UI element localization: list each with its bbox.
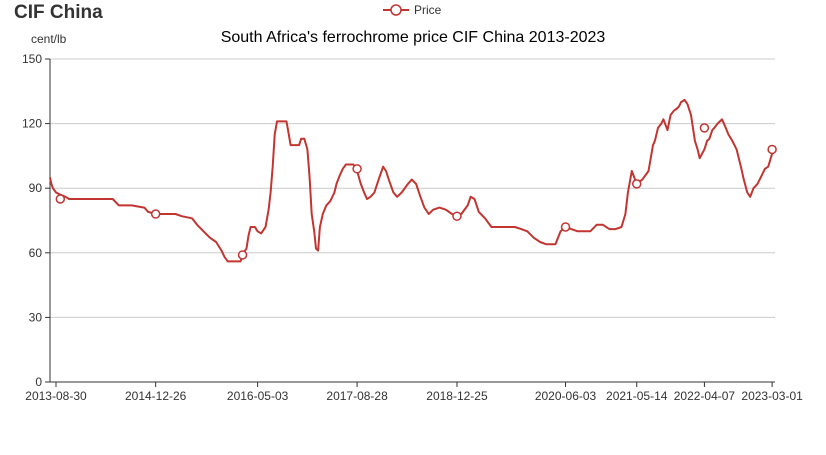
x-tick-label: 2018-12-25: [426, 389, 488, 403]
x-tick-label: 2020-06-03: [535, 389, 597, 403]
data-point-marker: [560, 222, 571, 232]
y-axis-ticks: 0 30 60 90 120 150: [22, 52, 50, 389]
legend-item-price[interactable]: Price: [383, 3, 441, 17]
y-tick-label: 120: [22, 117, 42, 131]
legend-line-marker-icon: [383, 4, 409, 16]
data-point-marker: [767, 144, 777, 155]
x-tick-label: 2017-08-28: [326, 389, 388, 403]
data-point-marker: [452, 211, 462, 221]
page-title: CIF China: [14, 2, 103, 23]
x-tick-label: 2022-04-07: [674, 389, 736, 403]
series-group: [49, 98, 777, 263]
y-tick-label: 0: [35, 375, 42, 389]
y-tick-label: 30: [29, 310, 43, 324]
legend-label: Price: [414, 3, 442, 17]
y-axis-unit-label: cent/lb: [31, 32, 67, 46]
x-axis-ticks: 2013-08-30 2014-12-26 2016-05-03 2017-08-28…: [25, 382, 803, 403]
axes: [49, 59, 775, 383]
series-line-price: [49, 98, 776, 263]
x-tick-label: 2016-05-03: [227, 389, 289, 403]
data-point-marker: [150, 209, 161, 219]
y-tick-label: 60: [29, 246, 43, 260]
data-point-marker: [352, 164, 362, 174]
data-point-marker: [55, 194, 66, 204]
data-point-marker: [631, 179, 642, 189]
data-point-marker: [237, 250, 248, 260]
grid-lines: [50, 58, 775, 318]
chart-title: South Africa's ferrochrome price CIF Chi…: [220, 29, 606, 46]
x-tick-label: 2013-08-30: [25, 389, 87, 403]
x-tick-label: 2023-03-01: [741, 389, 803, 403]
y-tick-label: 150: [22, 52, 42, 66]
y-tick-label: 90: [29, 181, 43, 195]
data-point-marker: [699, 123, 710, 133]
x-tick-label: 2021-05-14: [606, 389, 668, 403]
x-tick-label: 2014-12-26: [125, 389, 187, 403]
